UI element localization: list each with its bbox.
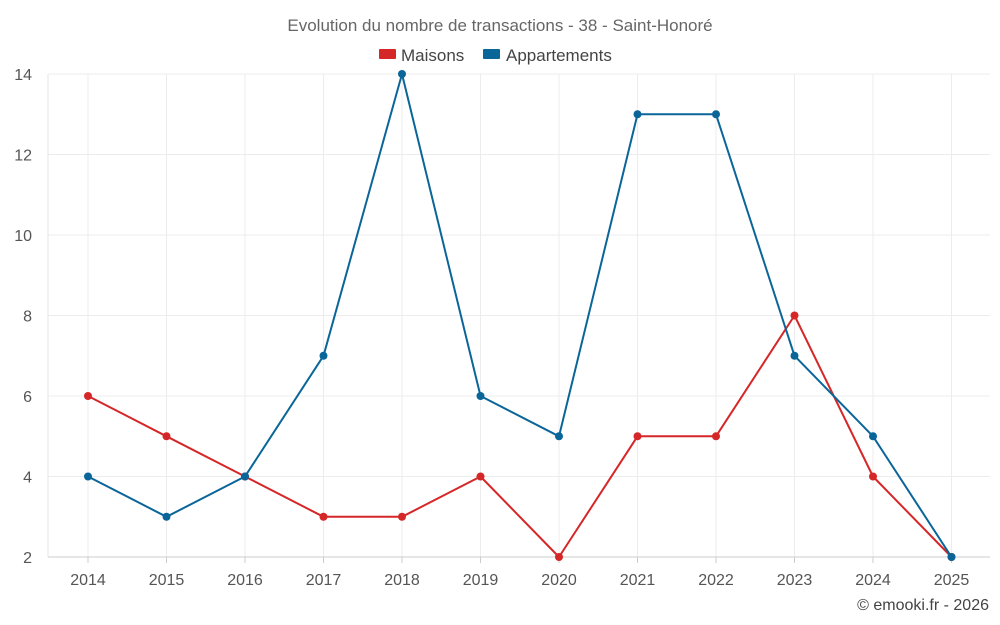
axes: 2 4 6 8 10 12 14 2014 2015 2016 2017 2018 2019 2020 20… — [14, 67, 990, 589]
legend-item-maisons[interactable]: Maisons — [379, 46, 464, 65]
data-point-appartements[interactable] — [241, 472, 249, 481]
credit-text: © emooki.fr - 2026 — [857, 597, 989, 614]
data-point-appartements[interactable] — [476, 392, 485, 400]
data-point-appartements[interactable] — [84, 472, 92, 481]
series-maisons — [84, 311, 956, 561]
y-tick-label: 4 — [23, 470, 32, 487]
x-tick-label: 2016 — [227, 572, 263, 589]
y-tick-label: 6 — [23, 389, 32, 406]
data-point-appartements[interactable] — [633, 110, 642, 119]
y-tick-label: 14 — [14, 67, 32, 84]
legend-swatch-maisons — [379, 49, 396, 59]
x-tick-label: 2015 — [149, 572, 185, 589]
y-tick-label: 12 — [14, 148, 32, 165]
legend-item-appartements[interactable]: Appartements — [483, 46, 612, 65]
grid — [48, 73, 990, 558]
x-tick-label: 2022 — [698, 572, 734, 589]
x-tick-label: 2021 — [620, 572, 656, 589]
data-point-maisons[interactable] — [790, 311, 799, 320]
x-tick-label: 2019 — [463, 572, 499, 589]
data-point-maisons[interactable] — [84, 392, 92, 400]
data-point-appartements[interactable] — [162, 512, 171, 521]
data-point-maisons[interactable] — [869, 472, 877, 481]
data-point-maisons[interactable] — [319, 512, 328, 521]
data-point-maisons[interactable] — [476, 472, 485, 481]
data-point-appartements[interactable] — [869, 432, 877, 441]
y-tick-label: 2 — [23, 550, 32, 567]
data-point-maisons[interactable] — [712, 432, 720, 441]
legend-swatch-appartements — [483, 49, 500, 59]
legend: Maisons Appartements — [379, 46, 612, 65]
series-line-appartements — [87, 73, 953, 558]
y-tick-label: 8 — [23, 309, 32, 326]
x-tick-label: 2014 — [70, 572, 106, 589]
x-tick-label: 2025 — [934, 572, 970, 589]
legend-label-maisons: Maisons — [401, 46, 464, 65]
data-point-maisons[interactable] — [162, 432, 171, 441]
y-tick-label: 10 — [14, 228, 32, 245]
data-point-appartements[interactable] — [319, 351, 328, 360]
data-point-maisons[interactable] — [633, 432, 642, 441]
data-point-maisons[interactable] — [398, 512, 406, 521]
data-point-appartements[interactable] — [398, 70, 406, 78]
series-line-maisons — [87, 314, 953, 558]
x-tick-label: 2018 — [384, 572, 420, 589]
data-point-appartements[interactable] — [555, 432, 563, 441]
x-tick-label: 2017 — [306, 572, 342, 589]
series-layer — [84, 70, 956, 561]
chart-title: Evolution du nombre de transactions - 38… — [287, 16, 712, 35]
legend-label-appartements: Appartements — [506, 46, 612, 65]
data-point-appartements[interactable] — [947, 553, 956, 561]
data-point-appartements[interactable] — [790, 351, 799, 360]
x-tick-label: 2020 — [541, 572, 577, 589]
x-tick-label: 2023 — [777, 572, 813, 589]
series-appartements — [84, 70, 956, 561]
x-tick-label: 2024 — [855, 572, 891, 589]
data-point-maisons[interactable] — [555, 553, 563, 561]
data-point-appartements[interactable] — [712, 110, 720, 119]
